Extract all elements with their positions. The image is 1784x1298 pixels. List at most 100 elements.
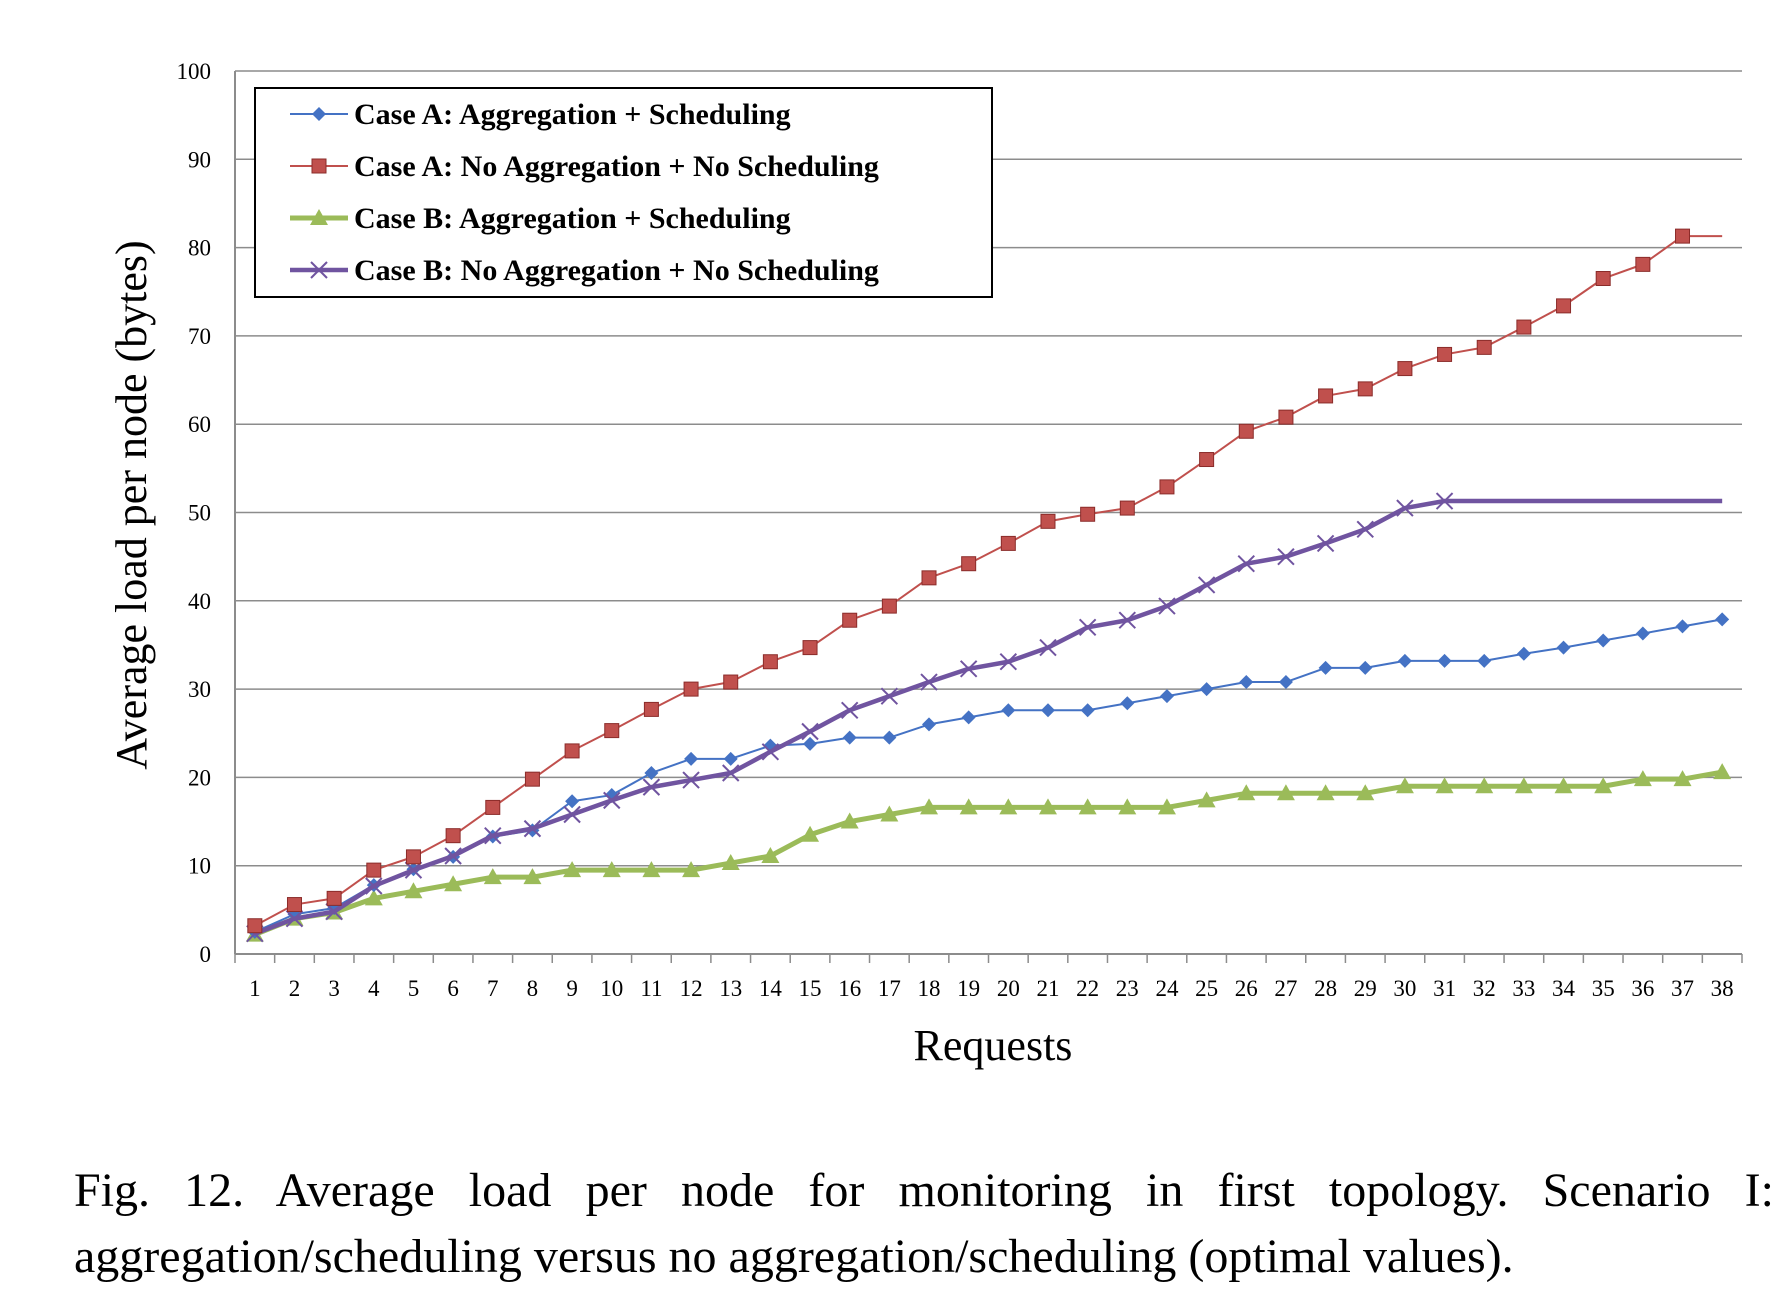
x-marker-stroke	[325, 902, 343, 921]
x-tick-label-23: 23	[1116, 976, 1139, 1001]
x-tick-label-33: 33	[1512, 976, 1535, 1001]
data-point	[1556, 640, 1571, 655]
x-tick-label-1: 1	[249, 976, 261, 1001]
data-point	[1435, 492, 1454, 510]
legend-label: Case A: Aggregation + Scheduling	[354, 98, 791, 131]
data-point	[1120, 696, 1135, 711]
legend-swatch-marker	[312, 107, 326, 121]
axes	[234, 71, 1742, 955]
data-point	[1357, 381, 1373, 397]
x-marker-stroke	[1316, 534, 1335, 553]
y-tick-label-70: 70	[188, 324, 211, 349]
x-tick-label-12: 12	[680, 976, 703, 1001]
x-tick-label-11: 11	[640, 976, 662, 1001]
data-point	[723, 751, 738, 766]
x-marker-stroke	[840, 701, 859, 719]
data-point	[922, 717, 937, 732]
x-tick-label-4: 4	[368, 976, 380, 1001]
data-point	[366, 862, 382, 878]
data-point	[1318, 388, 1334, 404]
data-point	[644, 765, 659, 780]
x-marker-stroke	[959, 660, 978, 678]
data-point	[1675, 619, 1690, 634]
y-axis-ticks: 0 10 20 30 40 50 60 70 80 90 100	[177, 59, 212, 967]
x-tick-label-32: 32	[1473, 976, 1496, 1001]
x-tick-label-17: 17	[878, 976, 901, 1001]
legend-item-2: Case A: No Aggregation + No Scheduling	[290, 150, 879, 183]
data-point	[959, 798, 978, 815]
x-axis-title: Requests	[914, 1021, 1073, 1070]
data-point	[563, 861, 582, 878]
x-marker-stroke	[523, 819, 542, 838]
data-point	[1396, 499, 1414, 517]
data-point	[1437, 346, 1453, 362]
data-point	[842, 612, 858, 628]
data-point	[1000, 535, 1016, 551]
data-point	[801, 825, 820, 842]
series-1	[247, 612, 1730, 939]
x-axis-ticks: 1 2 3 4 5 6 7 8 9 10 11 12 13 14 15 16 17 18 19 20 21 22 23 24 2…	[234, 954, 1743, 1001]
data-point	[1040, 513, 1056, 529]
data-point	[405, 849, 421, 865]
y-tick-label-90: 90	[188, 147, 211, 172]
data-point	[1199, 682, 1214, 697]
data-point	[1595, 271, 1611, 287]
x-marker-stroke	[1237, 555, 1255, 573]
data-point	[643, 701, 659, 717]
series-4	[246, 492, 1723, 943]
x-tick-label-29: 29	[1354, 976, 1377, 1001]
legend-label: Case A: No Aggregation + No Scheduling	[354, 150, 879, 183]
legend-label: Case B: No Aggregation + No Scheduling	[354, 254, 879, 287]
data-point	[761, 846, 780, 863]
data-point	[920, 798, 939, 815]
data-point	[1633, 770, 1652, 787]
data-point	[1316, 534, 1335, 553]
data-point	[604, 723, 620, 739]
x-marker-stroke	[484, 826, 502, 845]
x-marker-stroke	[1158, 597, 1176, 615]
data-point	[1397, 361, 1413, 377]
data-point	[1118, 611, 1137, 629]
data-point	[920, 673, 938, 691]
x-tick-label-6: 6	[447, 976, 459, 1001]
x-tick-label-9: 9	[566, 976, 578, 1001]
x-tick-label-30: 30	[1393, 976, 1416, 1001]
data-point	[840, 701, 859, 719]
legend-item-3: Case B: Aggregation + Scheduling	[290, 202, 791, 235]
data-point	[1554, 777, 1573, 794]
x-tick-label-16: 16	[838, 976, 861, 1001]
y-tick-label-100: 100	[177, 59, 212, 84]
x-tick-label-24: 24	[1155, 976, 1179, 1001]
series-group	[245, 228, 1732, 943]
data-point	[682, 861, 701, 878]
data-point	[961, 556, 977, 572]
y-tick-label-20: 20	[188, 765, 211, 790]
data-point	[247, 918, 263, 934]
data-point	[1435, 777, 1454, 794]
x-tick-label-31: 31	[1433, 976, 1456, 1001]
legend: Case A: Aggregation + Scheduling Case A: …	[254, 87, 993, 298]
data-point	[1080, 506, 1096, 522]
data-point	[999, 798, 1018, 815]
data-point	[1159, 479, 1175, 495]
data-point	[1078, 798, 1097, 815]
x-tick-label-28: 28	[1314, 976, 1337, 1001]
data-point	[1237, 784, 1256, 801]
data-point	[801, 722, 819, 741]
x-tick-label-14: 14	[759, 976, 783, 1001]
y-tick-label-80: 80	[188, 236, 211, 261]
data-point	[959, 660, 978, 678]
y-tick-label-0: 0	[200, 942, 212, 967]
data-point	[1397, 653, 1412, 668]
y-tick-label-40: 40	[188, 589, 211, 614]
x-marker-stroke	[1118, 611, 1137, 629]
data-point	[721, 854, 740, 871]
data-point	[1001, 703, 1016, 718]
data-point	[1475, 777, 1494, 794]
x-tick-label-8: 8	[527, 976, 539, 1001]
data-point	[1673, 770, 1692, 787]
data-point	[921, 570, 937, 586]
x-tick-label-19: 19	[957, 976, 980, 1001]
data-point	[1276, 784, 1295, 801]
